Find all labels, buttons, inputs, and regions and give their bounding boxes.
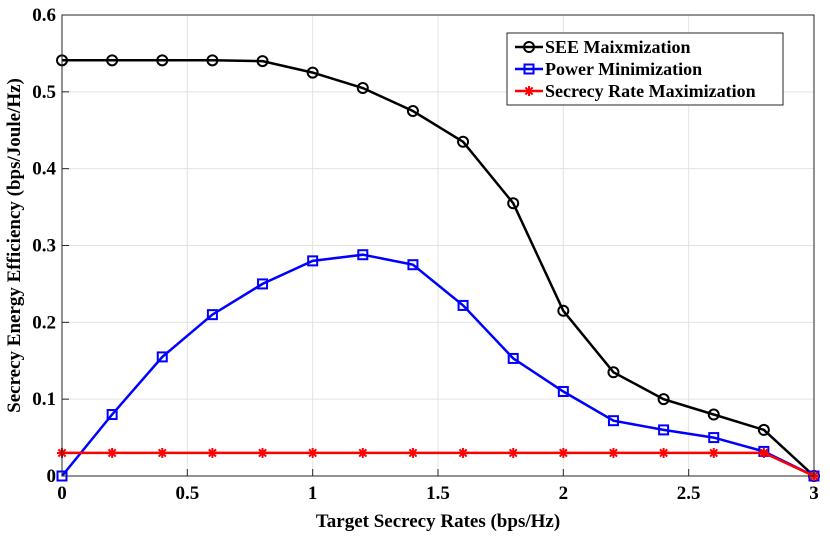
data-point bbox=[106, 409, 118, 421]
tick-layer: 0 0.5 1 1.5 2 2.5 3 0 0.1 0.2 0.3 0.4 0.5 0.6 bbox=[32, 5, 819, 504]
data-point bbox=[607, 366, 620, 379]
y-tick-label: 0.1 bbox=[32, 389, 56, 410]
data-point bbox=[507, 197, 520, 210]
legend-entry-secrecy-rate-maximization: Secrecy Rate Maximization bbox=[515, 81, 756, 101]
data-point bbox=[757, 423, 770, 436]
x-tick-label: 2.5 bbox=[677, 483, 701, 504]
data-point bbox=[156, 351, 168, 363]
data-point bbox=[406, 105, 419, 118]
data-point bbox=[557, 304, 570, 317]
y-tick-label: 0.4 bbox=[32, 159, 56, 180]
legend-label: Secrecy Rate Maximization bbox=[545, 81, 756, 101]
data-point bbox=[458, 447, 469, 458]
data-point bbox=[107, 447, 118, 458]
data-point bbox=[156, 54, 169, 67]
data-point bbox=[357, 249, 369, 261]
data-point bbox=[658, 424, 670, 436]
data-point bbox=[257, 278, 269, 290]
legend: SEE Maixmization Power Minimization Secr… bbox=[506, 32, 784, 106]
x-axis-title: Target Secrecy Rates (bps/Hz) bbox=[316, 511, 560, 532]
legend-marker bbox=[523, 63, 535, 75]
data-point bbox=[257, 447, 268, 458]
x-tick-label: 2 bbox=[559, 483, 569, 504]
legend-marker bbox=[523, 41, 535, 53]
data-point bbox=[708, 432, 720, 444]
data-point bbox=[608, 447, 619, 458]
legend-label: Power Minimization bbox=[545, 59, 702, 79]
data-point bbox=[658, 447, 669, 458]
data-point bbox=[708, 447, 719, 458]
data-point bbox=[207, 447, 218, 458]
data-point bbox=[157, 447, 168, 458]
series-line bbox=[62, 451, 815, 478]
x-tick-label: 0.5 bbox=[175, 483, 199, 504]
x-tick-label: 1 bbox=[308, 483, 318, 504]
series-line bbox=[61, 253, 815, 478]
data-point bbox=[256, 55, 269, 68]
data-point bbox=[407, 259, 419, 271]
series-line bbox=[62, 59, 815, 477]
data-point bbox=[707, 408, 720, 421]
series-0 bbox=[56, 54, 820, 482]
y-tick-label: 0.5 bbox=[32, 82, 56, 103]
data-point bbox=[306, 66, 319, 79]
y-axis-title: Secrecy Energy Efficiency (bps/Joule/Hz) bbox=[4, 78, 25, 413]
y-tick-label: 0.3 bbox=[32, 236, 56, 257]
data-point bbox=[206, 54, 219, 67]
legend-entry-power-minimization: Power Minimization bbox=[515, 59, 702, 79]
x-tick-label: 0 bbox=[57, 483, 67, 504]
data-point bbox=[557, 385, 569, 397]
y-tick-label: 0 bbox=[47, 466, 57, 487]
data-point bbox=[558, 447, 569, 458]
y-tick-label: 0.2 bbox=[32, 312, 56, 333]
data-point bbox=[307, 447, 318, 458]
data-point bbox=[356, 81, 369, 94]
legend-marker bbox=[524, 86, 534, 96]
data-point bbox=[206, 309, 218, 321]
data-point bbox=[407, 447, 418, 458]
x-tick-label: 3 bbox=[809, 483, 819, 504]
data-point bbox=[106, 54, 119, 67]
data-point bbox=[457, 135, 470, 148]
y-tick-label: 0.6 bbox=[32, 5, 56, 26]
data-point bbox=[758, 447, 769, 458]
data-point bbox=[357, 447, 368, 458]
data-point bbox=[607, 415, 619, 427]
data-point bbox=[657, 393, 670, 406]
legend-box bbox=[506, 32, 784, 106]
data-point bbox=[508, 447, 519, 458]
legend-entry-see-maximization: SEE Maixmization bbox=[515, 37, 691, 57]
data-point bbox=[507, 352, 519, 364]
data-point bbox=[307, 255, 319, 267]
data-point bbox=[457, 299, 469, 311]
legend-label: SEE Maixmization bbox=[545, 37, 691, 57]
x-tick-label: 1.5 bbox=[426, 483, 450, 504]
